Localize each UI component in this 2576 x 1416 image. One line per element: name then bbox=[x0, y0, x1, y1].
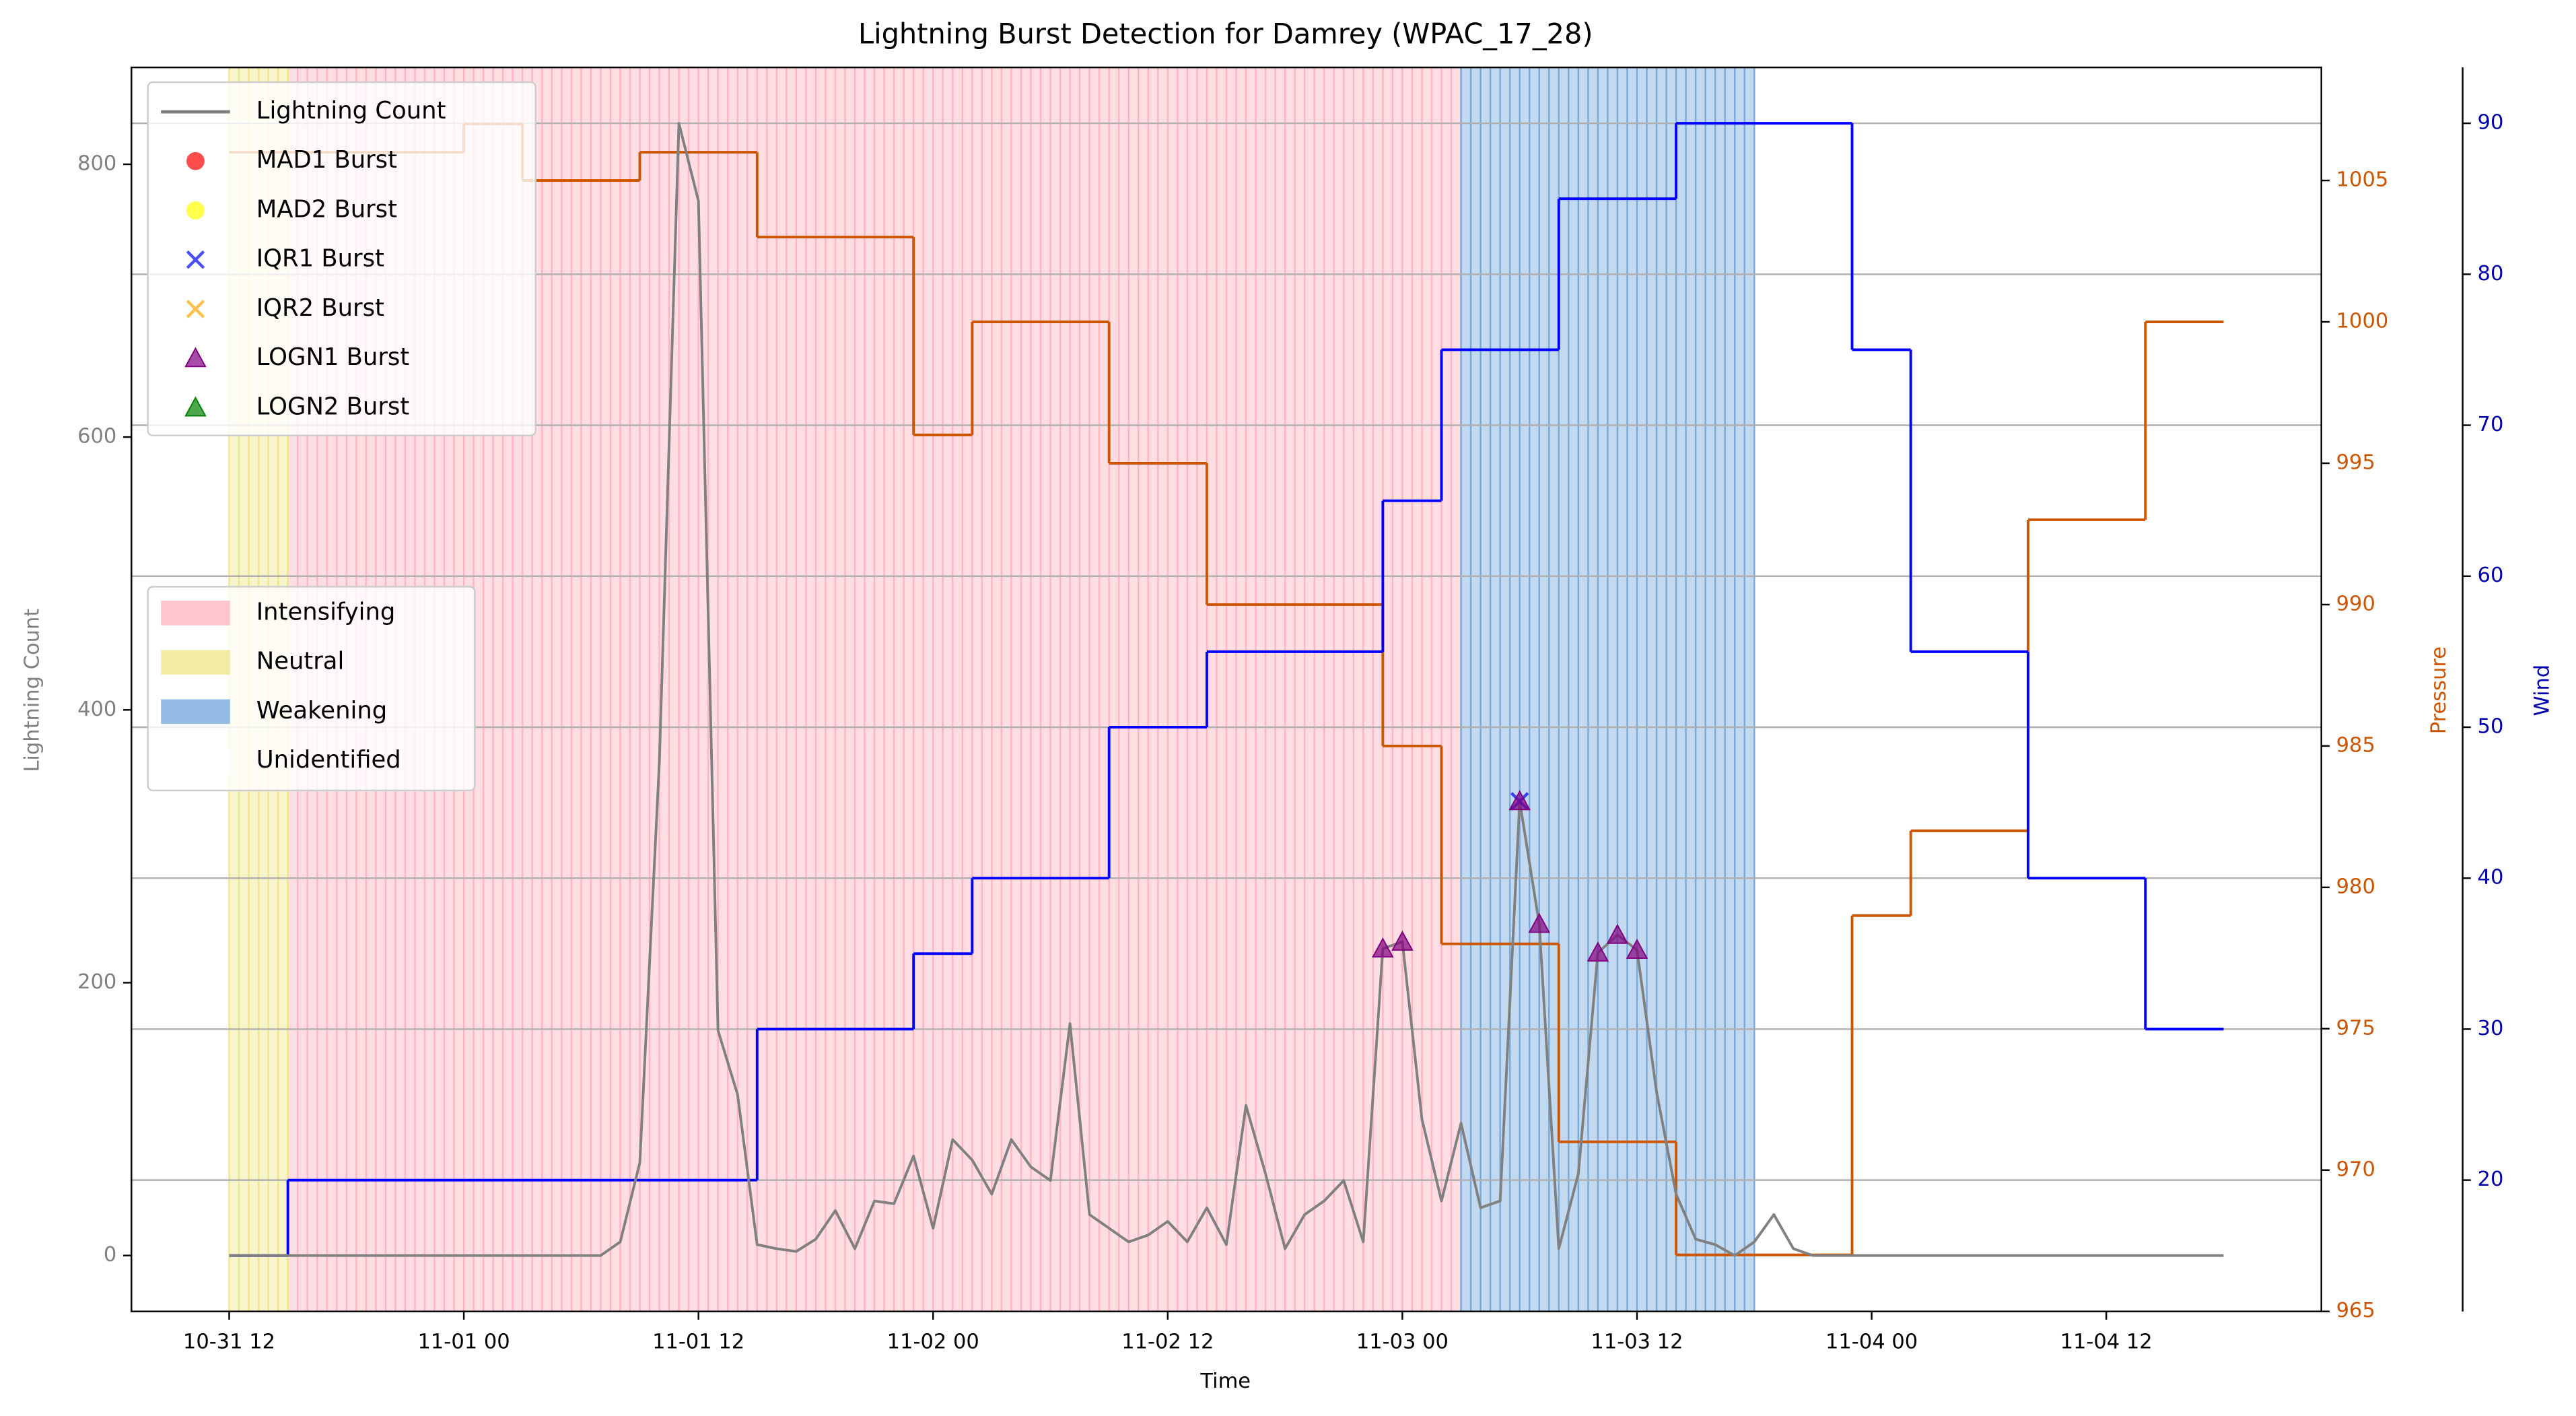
y2-tick-label: 980 bbox=[2336, 875, 2375, 898]
legend-label: LOGN2 Burst bbox=[256, 393, 410, 420]
burst-marker bbox=[1587, 941, 1609, 962]
legend-label: Lightning Count bbox=[256, 97, 446, 125]
y2-tick-label: 990 bbox=[2336, 592, 2375, 615]
y3-tick-label: 70 bbox=[2478, 413, 2504, 436]
y2-tick-label: 970 bbox=[2336, 1157, 2375, 1181]
legend-box bbox=[147, 81, 536, 437]
y3-tick-label: 90 bbox=[2478, 111, 2504, 135]
axis-layer: 10-31 12 11-01 00 11-01 12 11-02 00 11-02 12… bbox=[77, 66, 2504, 1354]
legend-label: MAD1 Burst bbox=[256, 146, 397, 174]
legend-label: Unidentified bbox=[256, 746, 401, 774]
x-tick-label: 11-04 12 bbox=[2060, 1330, 2153, 1354]
x-tick-label: 11-04 00 bbox=[1825, 1330, 1918, 1354]
legend-label: IQR1 Burst bbox=[256, 245, 384, 273]
y2-tick-label: 995 bbox=[2336, 450, 2375, 474]
legend-box bbox=[147, 586, 476, 792]
y-tick-label: 0 bbox=[104, 1243, 116, 1267]
burst-marker bbox=[184, 396, 207, 417]
burst-marker bbox=[1626, 939, 1648, 959]
y2-tick-label: 1000 bbox=[2336, 310, 2389, 333]
legend-label: MAD2 Burst bbox=[256, 195, 397, 223]
y3-tick-label: 40 bbox=[2478, 866, 2504, 889]
y2-tick-label: 965 bbox=[2336, 1299, 2375, 1322]
burst-marker bbox=[1508, 790, 1531, 811]
burst-marker bbox=[186, 151, 205, 170]
y2-tick-label: 985 bbox=[2336, 733, 2375, 757]
y2-axis-label: Pressure bbox=[2427, 646, 2451, 734]
y3-axis-label: Wind bbox=[2531, 665, 2554, 716]
y3-tick-label: 30 bbox=[2478, 1017, 2504, 1040]
y3-tick-label: 60 bbox=[2478, 564, 2504, 587]
burst-marker bbox=[186, 300, 205, 318]
legend-label: Intensifying bbox=[256, 598, 396, 626]
y3-tick-label: 50 bbox=[2478, 714, 2504, 738]
legend-label: Weakening bbox=[256, 697, 387, 724]
legend-label: LOGN1 Burst bbox=[256, 343, 410, 371]
plot-frame bbox=[131, 66, 2322, 1312]
legend-swatch bbox=[161, 748, 230, 774]
y3-tick-label: 80 bbox=[2478, 262, 2504, 285]
y2-tick-label: 1005 bbox=[2336, 168, 2389, 192]
y-tick-label: 400 bbox=[77, 698, 116, 721]
x-tick-label: 11-03 00 bbox=[1356, 1330, 1449, 1354]
burst-marker bbox=[1391, 931, 1414, 951]
x-tick-label: 11-01 12 bbox=[652, 1330, 744, 1354]
y-tick-label: 600 bbox=[77, 425, 116, 448]
data-layer bbox=[229, 122, 2224, 1257]
x-axis-label: Time bbox=[1199, 1370, 1251, 1393]
legend-label: Neutral bbox=[256, 648, 345, 675]
y-tick-label: 800 bbox=[77, 151, 116, 175]
y2-tick-label: 975 bbox=[2336, 1016, 2375, 1040]
legend-swatch bbox=[161, 601, 230, 626]
x-tick-label: 11-02 00 bbox=[887, 1330, 979, 1354]
x-tick-label: 11-01 00 bbox=[418, 1330, 510, 1354]
burst-marker bbox=[186, 250, 205, 269]
legend-swatch bbox=[161, 699, 230, 724]
x-tick-label: 11-03 12 bbox=[1591, 1330, 1683, 1354]
lightning-line bbox=[229, 122, 2224, 1257]
y-tick-label: 200 bbox=[77, 970, 116, 994]
x-tick-label: 10-31 12 bbox=[183, 1330, 275, 1354]
burst-marker bbox=[184, 347, 207, 368]
burst-marker bbox=[1606, 923, 1629, 944]
y-axis-label: Lightning Count bbox=[20, 609, 44, 772]
y3-tick-label: 20 bbox=[2478, 1168, 2504, 1191]
chart-title: Lightning Burst Detection for Damrey (WP… bbox=[858, 18, 1593, 50]
burst-marker bbox=[1528, 912, 1551, 933]
burst-marker bbox=[1372, 937, 1394, 958]
burst-marker bbox=[186, 201, 205, 220]
legend-layer: Lightning Count MAD1 Burst MAD2 Burst IQR1 … bbox=[147, 81, 536, 792]
legend-swatch bbox=[161, 650, 230, 675]
x-tick-label: 11-02 12 bbox=[1121, 1330, 1214, 1354]
legend-label: IQR2 Burst bbox=[256, 294, 384, 322]
